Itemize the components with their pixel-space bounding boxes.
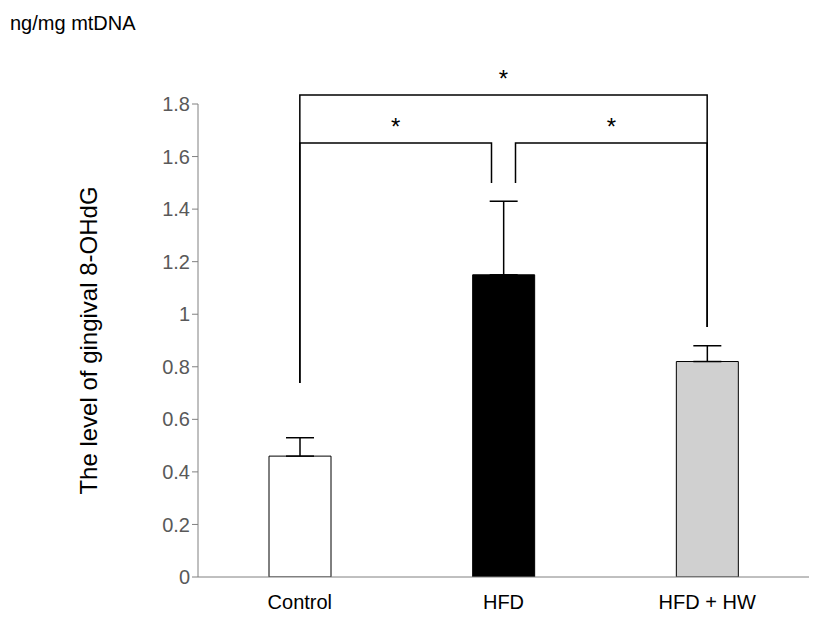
svg-text:*: * <box>607 113 616 140</box>
svg-text:HFD: HFD <box>483 591 524 613</box>
svg-text:0.6: 0.6 <box>162 408 190 430</box>
svg-text:1: 1 <box>179 303 190 325</box>
svg-text:HFD + HW: HFD + HW <box>659 591 756 613</box>
svg-text:1.6: 1.6 <box>162 146 190 168</box>
svg-text:0.8: 0.8 <box>162 356 190 378</box>
svg-text:0.4: 0.4 <box>162 461 190 483</box>
svg-text:0: 0 <box>179 566 190 588</box>
svg-text:1.8: 1.8 <box>162 93 190 115</box>
svg-text:*: * <box>499 65 508 92</box>
svg-text:Control: Control <box>268 591 332 613</box>
svg-text:*: * <box>391 113 400 140</box>
svg-text:1.2: 1.2 <box>162 251 190 273</box>
svg-text:0.2: 0.2 <box>162 514 190 536</box>
svg-text:ng/mg mtDNA: ng/mg mtDNA <box>10 12 136 34</box>
svg-text:1.4: 1.4 <box>162 198 190 220</box>
svg-text:The level of gingival 8-OHdG: The level of gingival 8-OHdG <box>75 186 102 494</box>
